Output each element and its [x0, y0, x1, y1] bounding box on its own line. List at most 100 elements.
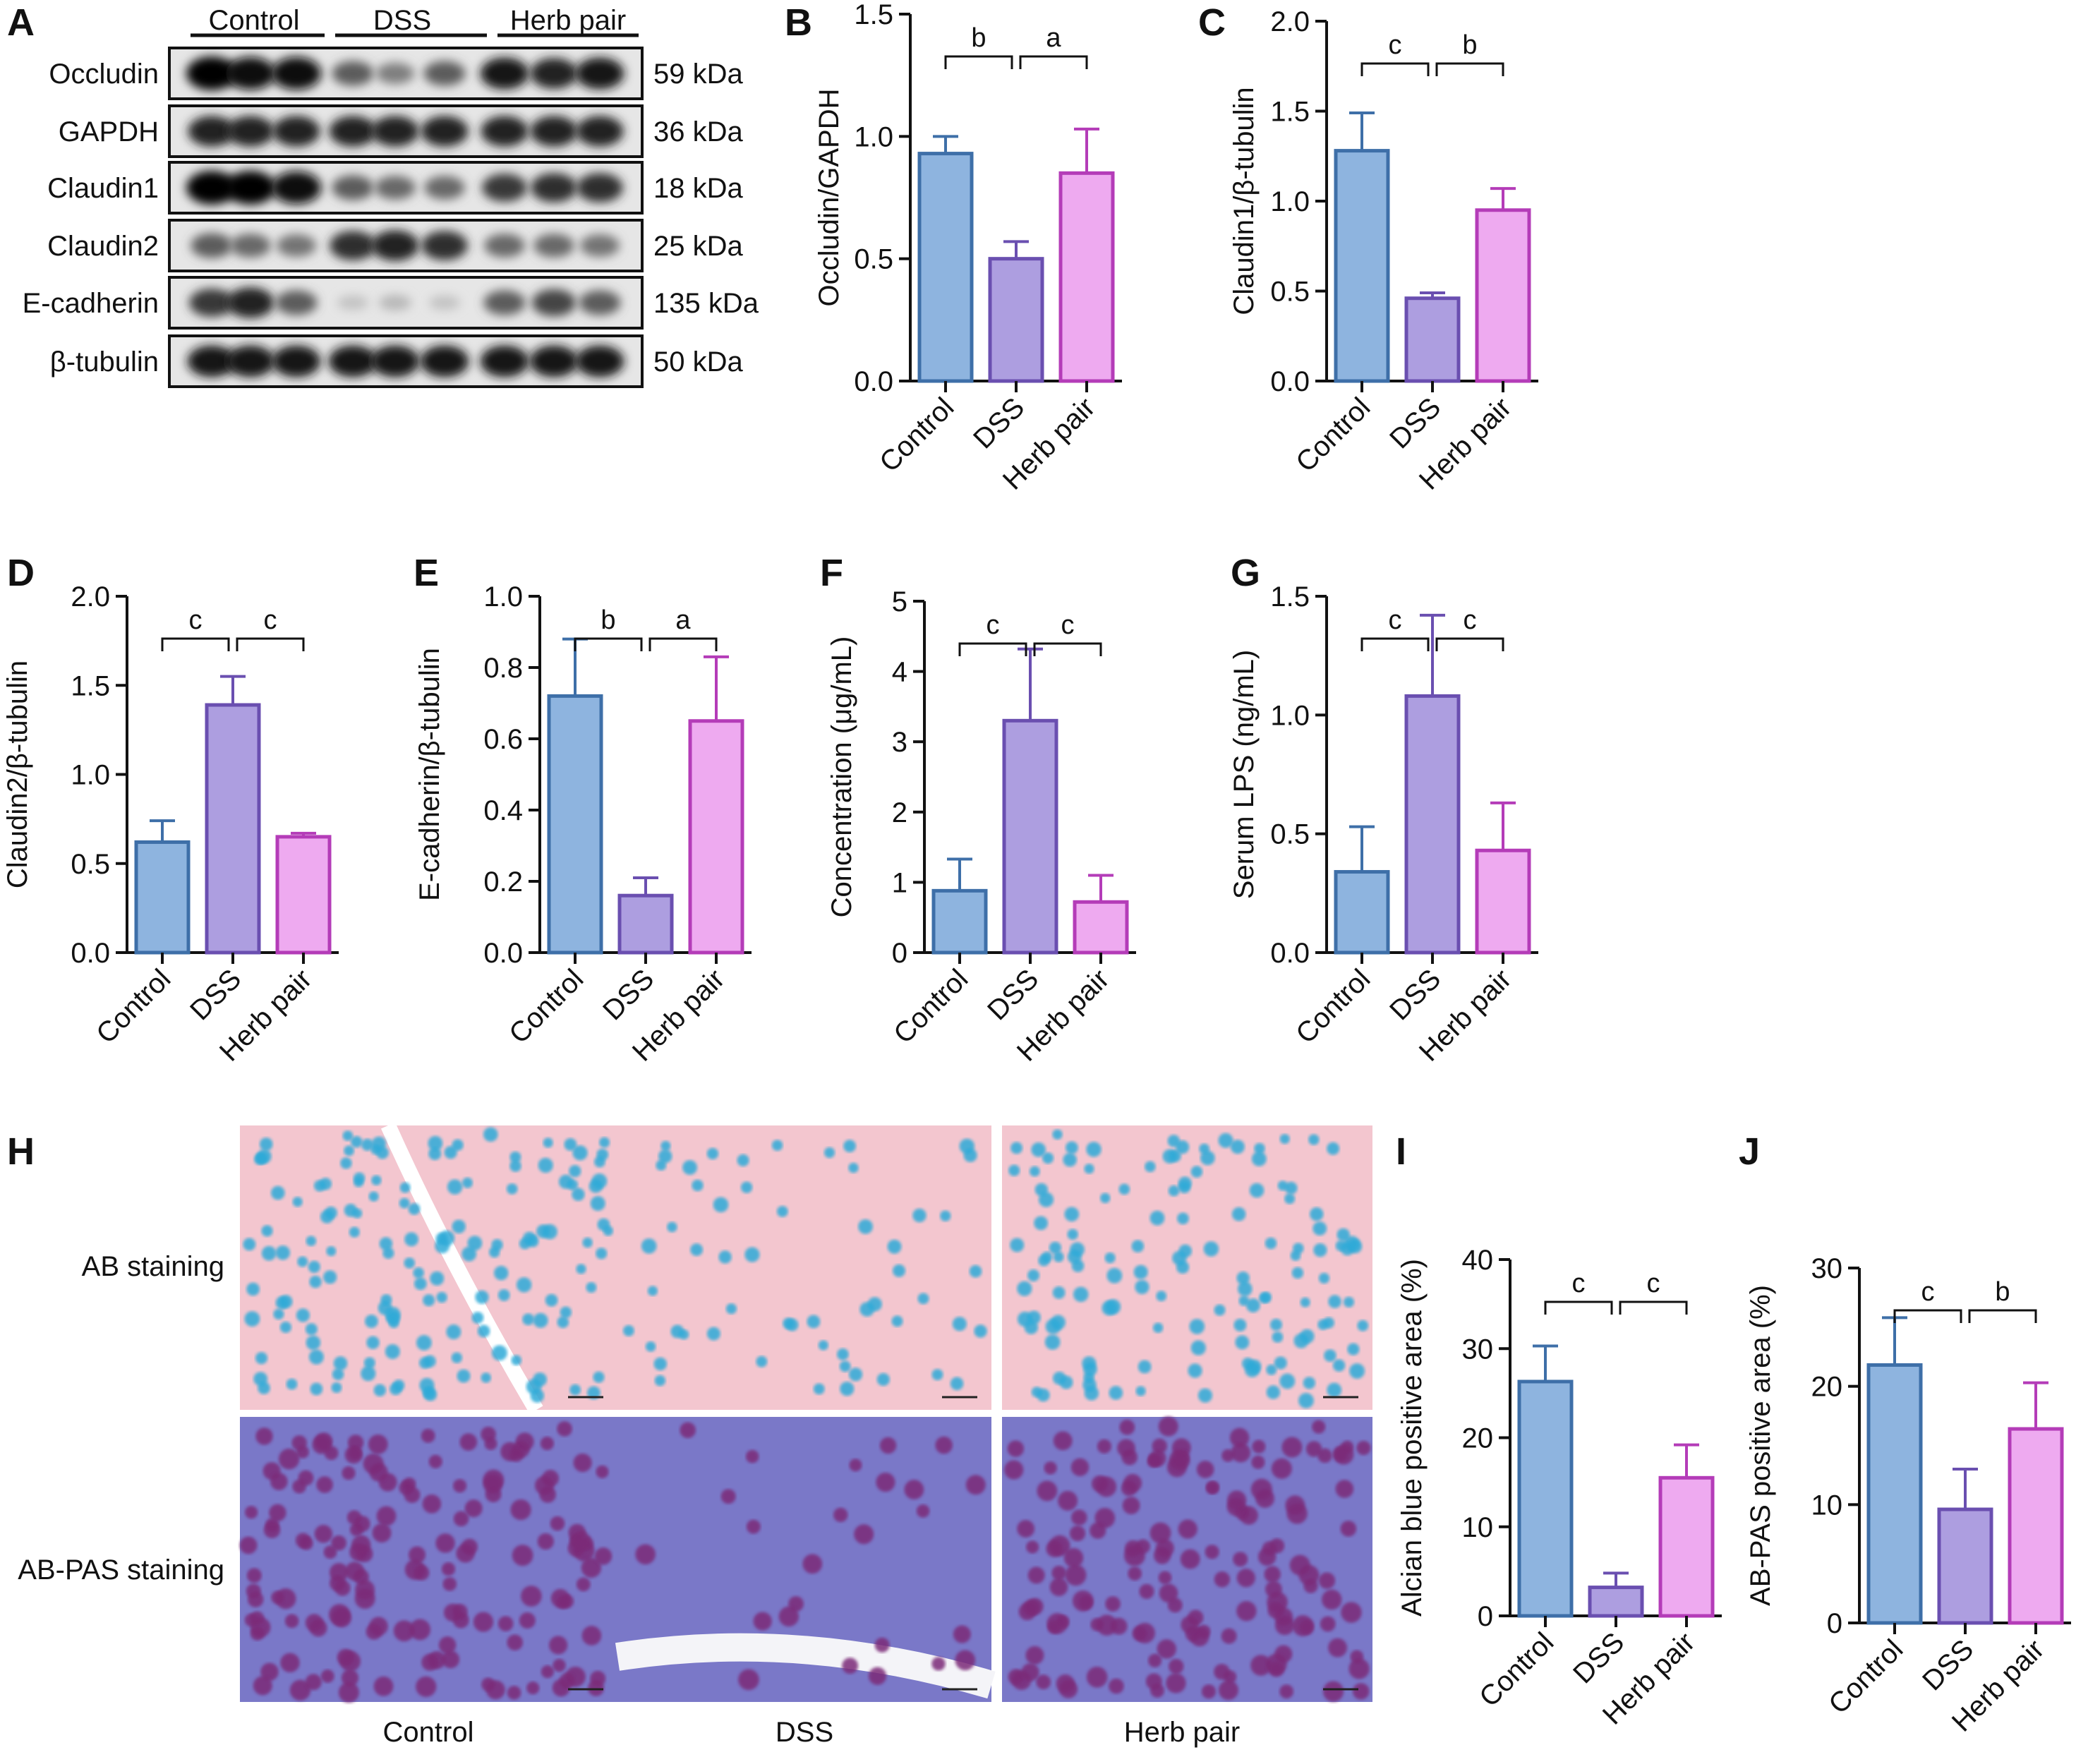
goblet-cell: [257, 1149, 272, 1164]
goblet-cell: [573, 1453, 592, 1473]
goblet-cell: [536, 1224, 550, 1238]
goblet-cell: [854, 1524, 874, 1545]
goblet-cell: [485, 1680, 505, 1700]
goblet-cell: [1029, 1166, 1040, 1177]
row-label-abpas: AB-PAS staining: [18, 1554, 224, 1586]
goblet-cell: [1349, 1363, 1365, 1379]
goblet-cell: [430, 1271, 445, 1286]
significance-bracket: [161, 637, 230, 651]
goblet-cell: [1180, 1549, 1200, 1569]
blot-band: [188, 116, 236, 147]
goblet-cell: [557, 1421, 572, 1437]
goblet-cell: [1199, 1143, 1210, 1154]
y-tick-label: 0.5: [854, 244, 893, 275]
x-tick-label: Control: [1290, 963, 1376, 1049]
bar-control: [134, 840, 191, 955]
goblet-cell: [1227, 1490, 1247, 1510]
goblet-cell: [1069, 1526, 1086, 1542]
blot-band: [375, 62, 415, 85]
goblet-cell: [409, 1619, 431, 1641]
blot-band: [186, 56, 237, 90]
x-tick-label: DSS: [1917, 1634, 1979, 1696]
blot-band: [480, 57, 529, 90]
goblet-cell: [1328, 1295, 1341, 1308]
goblet-cell: [1026, 1540, 1039, 1554]
goblet-cell: [368, 1434, 388, 1454]
goblet-cell: [416, 1676, 437, 1697]
goblet-cell: [706, 1327, 720, 1341]
goblet-cell: [371, 1175, 382, 1185]
bar-control: [1334, 870, 1390, 955]
goblet-cell: [250, 1626, 265, 1641]
goblet-cell: [443, 1603, 462, 1622]
goblet-cell: [590, 1195, 605, 1211]
goblet-cell: [1131, 1240, 1145, 1252]
significance-label: c: [189, 605, 203, 635]
goblet-cell: [893, 1264, 906, 1277]
goblet-cell: [692, 1179, 704, 1192]
blot-size-label: 135 kDa: [653, 288, 759, 319]
goblet-cell: [1109, 1386, 1123, 1400]
chart-c: 0.0 0.5 1.0 1.5 2.0 Claudin1/β-tubulin Control…: [1229, 6, 1538, 496]
goblet-cell: [1347, 1343, 1360, 1356]
goblet-cell: [1106, 1267, 1123, 1284]
goblet-cell: [538, 1157, 553, 1173]
goblet-cell: [346, 1510, 362, 1525]
goblet-cell: [833, 1507, 848, 1523]
goblet-cell: [1266, 1385, 1281, 1399]
goblet-cell: [326, 1246, 337, 1257]
goblet-cell: [351, 1136, 363, 1148]
goblet-cell: [1053, 1431, 1073, 1451]
goblet-cell: [305, 1323, 318, 1336]
goblet-cell: [645, 1341, 656, 1352]
goblet-cell: [382, 1247, 394, 1260]
goblet-cell: [776, 1205, 788, 1217]
goblet-cell: [740, 1181, 753, 1193]
goblet-cell: [379, 1237, 393, 1250]
goblet-cell: [1299, 1619, 1314, 1635]
blot-size-label: 59 kDa: [653, 59, 743, 90]
significance-bracket: [1968, 1309, 2037, 1323]
goblet-cell: [654, 1375, 666, 1387]
goblet-cell: [859, 1302, 875, 1317]
goblet-cell: [421, 1653, 439, 1671]
goblet-cell: [1218, 1680, 1238, 1701]
goblet-cell: [537, 1533, 554, 1550]
goblet-cell: [1086, 1142, 1102, 1157]
goblet-cell: [839, 1360, 851, 1372]
goblet-cell: [678, 1329, 689, 1340]
blot-band: [328, 345, 378, 378]
goblet-cell: [365, 1315, 378, 1328]
goblet-cell: [1272, 1331, 1284, 1343]
goblet-cell: [452, 1479, 467, 1493]
goblet-cell: [263, 1521, 281, 1538]
goblet-cell: [1036, 1674, 1051, 1690]
y-tick-label: 1.0: [71, 760, 110, 791]
goblet-cell: [1172, 1250, 1187, 1266]
y-tick-label: 10: [1811, 1490, 1843, 1521]
goblet-cell: [1317, 1319, 1329, 1330]
significance-label: c: [1572, 1269, 1586, 1298]
goblet-cell: [361, 1365, 376, 1382]
blot-band: [481, 116, 529, 147]
bar-herb-pair: [1058, 171, 1115, 383]
goblet-cell: [1312, 1420, 1326, 1434]
y-tick-label: 0.0: [854, 366, 893, 397]
goblet-cell: [451, 1352, 463, 1363]
tissue-gap: [615, 1633, 996, 1699]
significance-label: c: [1389, 605, 1402, 635]
goblet-cell: [778, 1606, 799, 1627]
goblet-cell: [323, 1270, 337, 1284]
goblet-cell: [309, 1275, 322, 1288]
y-tick-label: 2.0: [71, 581, 110, 612]
y-tick-label: 1.5: [71, 670, 110, 701]
goblet-cell: [491, 1239, 503, 1251]
goblet-cell: [718, 1250, 732, 1264]
y-tick-label: 0: [1478, 1601, 1493, 1632]
goblet-cell: [1169, 1658, 1184, 1674]
goblet-cell: [1025, 1646, 1044, 1665]
goblet-cell: [641, 1238, 657, 1254]
goblet-cell: [1308, 1134, 1320, 1145]
goblet-cell: [247, 1591, 264, 1607]
goblet-cell: [545, 1293, 558, 1307]
